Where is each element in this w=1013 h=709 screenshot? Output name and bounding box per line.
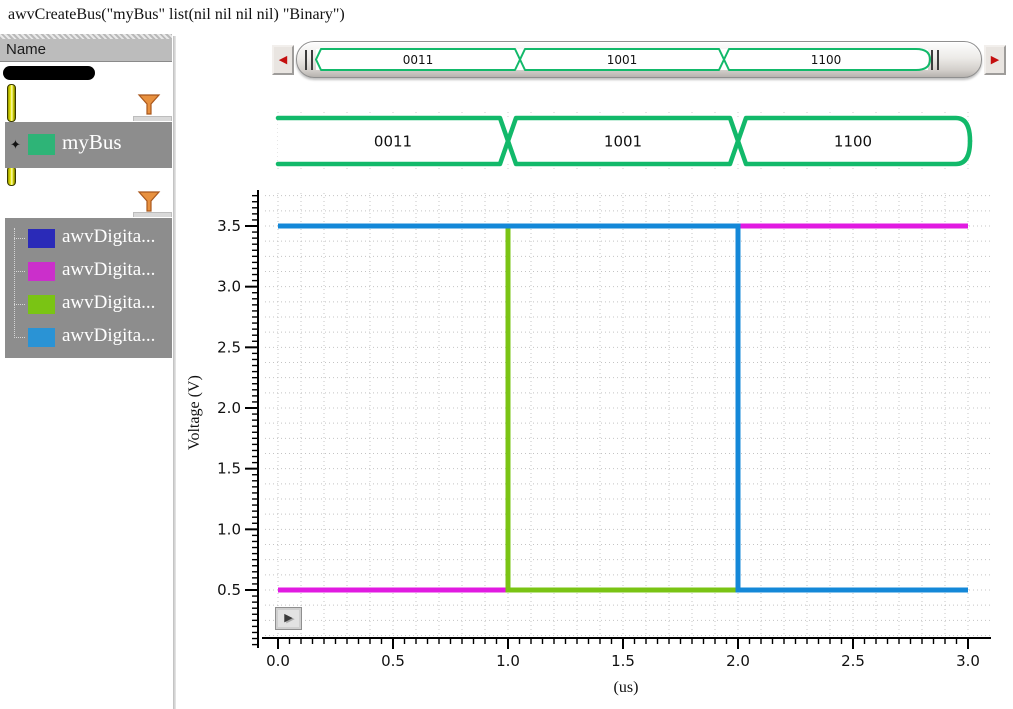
bus-name-label: myBus <box>62 130 122 154</box>
svg-text:1.5: 1.5 <box>611 652 635 670</box>
signal-color-swatch <box>28 328 55 347</box>
bus-color-swatch <box>28 134 55 155</box>
svg-text:0011: 0011 <box>403 53 434 67</box>
signal-name-label: awvDigita... <box>62 226 156 247</box>
voltage-chart: 0.5 1.0 1.5 2.0 2.5 3.0 3.5 0.0 0.5 1.0 1.5 2.0 2.5 3… <box>217 190 991 696</box>
tree-stub <box>14 238 25 239</box>
filter-funnel-icon[interactable] <box>137 93 161 117</box>
svg-text:0.5: 0.5 <box>217 581 241 599</box>
scrollbar-minibus-waveform: 0011 1001 1100 <box>315 48 931 71</box>
tree-stub <box>14 271 25 272</box>
tree-stub <box>14 337 25 338</box>
svg-text:1100: 1100 <box>811 53 842 67</box>
signal-name-label: awvDigita... <box>62 259 156 280</box>
command-line-text: awvCreateBus("myBus" list(nil nil nil ni… <box>8 6 345 23</box>
play-button[interactable]: ▶ <box>275 607 302 630</box>
name-column-header: Name <box>0 39 172 62</box>
bus-waveform: 0011 1001 1100 <box>275 112 973 172</box>
svg-text:1.5: 1.5 <box>217 460 241 478</box>
thumb-grip-left[interactable] <box>305 50 313 70</box>
svg-text:0.0: 0.0 <box>266 652 290 670</box>
scrollbar-right-arrow-button[interactable]: ▶ <box>984 45 1006 75</box>
svg-text:3.5: 3.5 <box>217 217 241 235</box>
filter-funnel-icon[interactable] <box>137 190 161 214</box>
signal-row-4[interactable]: awvDigita... <box>5 321 172 354</box>
redacted-signal-bar <box>3 66 95 80</box>
svg-text:1001: 1001 <box>604 132 642 150</box>
tree-connector <box>14 228 15 338</box>
signal-name-label: awvDigita... <box>62 292 156 313</box>
signal-color-swatch <box>28 262 55 281</box>
panel-top-hatch <box>0 34 172 39</box>
bus-row-mybus[interactable]: ✦ myBus <box>5 122 172 168</box>
svg-text:0011: 0011 <box>374 132 412 150</box>
filter-tab <box>133 116 172 121</box>
tree-stub <box>14 304 25 305</box>
svg-text:2.5: 2.5 <box>841 652 865 670</box>
range-marker-handle-bottom[interactable] <box>7 166 16 186</box>
svg-text:3.0: 3.0 <box>217 278 241 296</box>
panel-splitter[interactable] <box>173 36 176 709</box>
svg-text:0.5: 0.5 <box>381 652 405 670</box>
svg-text:1001: 1001 <box>607 53 638 67</box>
thumb-grip-right[interactable] <box>931 50 939 70</box>
signal-name-label: awvDigita... <box>62 325 156 346</box>
svg-text:2.0: 2.0 <box>726 652 750 670</box>
svg-text:(us): (us) <box>614 679 639 696</box>
signal-list-panel: awvDigita... awvDigita... awvDigita... a… <box>5 218 172 358</box>
expander-icon[interactable]: ✦ <box>10 137 21 152</box>
svg-text:1100: 1100 <box>834 132 872 150</box>
filter-tab <box>133 212 172 217</box>
y-axis-title: Voltage (V) <box>186 375 203 450</box>
svg-text:2.5: 2.5 <box>217 338 241 356</box>
svg-text:2.0: 2.0 <box>217 399 241 417</box>
signal-color-swatch <box>28 295 55 314</box>
svg-text:3.0: 3.0 <box>956 652 980 670</box>
signal-color-swatch <box>28 229 55 248</box>
svg-text:1.0: 1.0 <box>496 652 520 670</box>
scrollbar-left-arrow-button[interactable]: ◀ <box>272 45 294 75</box>
signal-row-3[interactable]: awvDigita... <box>5 288 172 321</box>
signal-row-1[interactable]: awvDigita... <box>5 222 172 255</box>
range-marker-handle-top[interactable] <box>7 84 16 122</box>
signal-row-2[interactable]: awvDigita... <box>5 255 172 288</box>
svg-text:1.0: 1.0 <box>217 520 241 538</box>
